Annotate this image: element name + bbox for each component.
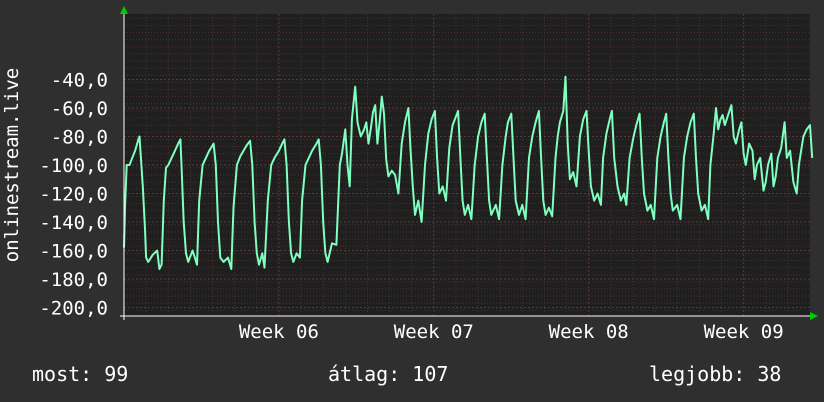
x-tick-label: Week 09 bbox=[704, 321, 784, 343]
x-tick-labels: Week 06 Week 07 Week 08 Week 09 bbox=[239, 321, 784, 343]
y-tick-label: -80,0 bbox=[51, 127, 108, 149]
y-axis-label: onlinestream.live bbox=[1, 68, 23, 262]
y-tick-label: -120,0 bbox=[39, 183, 108, 205]
y-tick-label: -100,0 bbox=[39, 155, 108, 177]
x-axis-arrow bbox=[810, 312, 818, 320]
x-tick-label: Week 06 bbox=[239, 321, 319, 343]
y-tick-label: -40,0 bbox=[51, 70, 108, 92]
y-tick-label: -180,0 bbox=[39, 269, 108, 291]
legend-average: átlag: 107 bbox=[328, 362, 449, 386]
x-tick-label: Week 07 bbox=[394, 321, 474, 343]
y-tick-label: -200,0 bbox=[39, 297, 108, 319]
legend-current: most: 99 bbox=[32, 362, 129, 386]
y-tick-labels: -40,0 -60,0 -80,0 -100,0 -120,0 -140,0 -160,0 -… bbox=[39, 70, 108, 320]
y-axis-arrow bbox=[120, 6, 128, 14]
series-line bbox=[123, 75, 814, 270]
y-tick-label: -140,0 bbox=[39, 212, 108, 234]
plot-area bbox=[124, 14, 810, 316]
y-tick-label: -60,0 bbox=[51, 98, 108, 120]
x-tick-label: Week 08 bbox=[549, 321, 629, 343]
chart-svg: -40,0 -60,0 -80,0 -100,0 -120,0 -140,0 -160,0 -… bbox=[1, 6, 818, 343]
grid-minor bbox=[124, 14, 810, 316]
series-layer bbox=[123, 75, 814, 270]
legend-best: legjobb: 38 bbox=[649, 362, 782, 386]
y-tick-label: -160,0 bbox=[39, 240, 108, 262]
